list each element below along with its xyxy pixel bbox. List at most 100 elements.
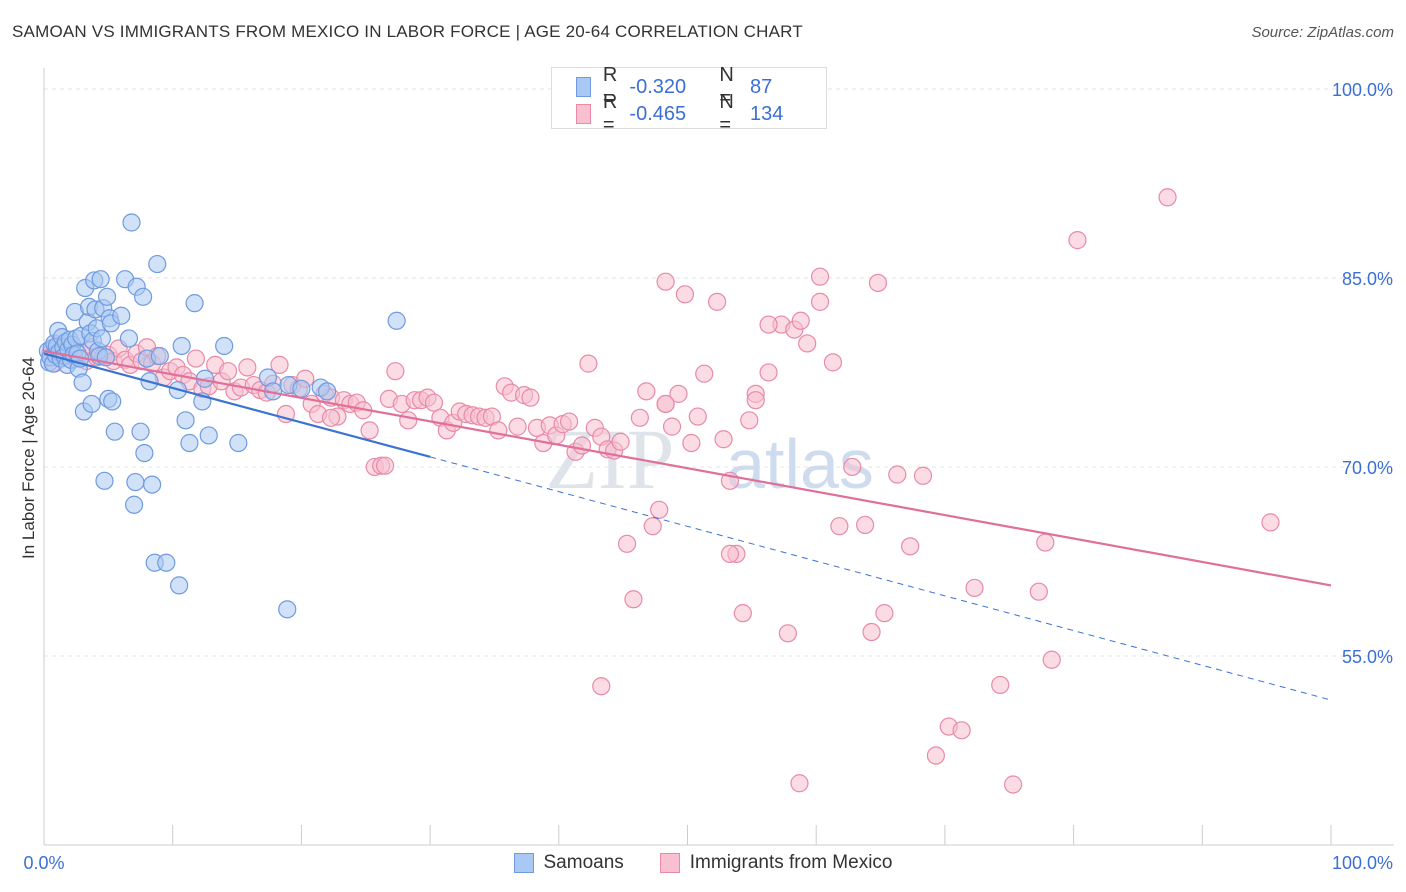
- trend-line-mexico: [43, 349, 1332, 587]
- point-mexico: [1029, 582, 1048, 601]
- point-mexico: [759, 363, 778, 382]
- point-mexico: [1158, 188, 1177, 207]
- point-mexico: [778, 624, 797, 643]
- point-samoans: [292, 379, 311, 398]
- point-samoans: [180, 433, 199, 453]
- point-samoans: [150, 346, 169, 366]
- series-samoans-points: [38, 213, 406, 619]
- point-mexico: [1261, 513, 1280, 532]
- legend-label-mexico: Immigrants from Mexico: [689, 852, 893, 873]
- point-mexico: [424, 393, 444, 412]
- point-mexico: [321, 408, 341, 427]
- point-mexico: [901, 537, 920, 556]
- point-samoans: [82, 394, 101, 414]
- legend-swatch-samoans: [576, 77, 591, 97]
- tick-labels: 55.0% 70.0% 85.0% 100.0% 0.0% 100.0%: [23, 80, 1393, 873]
- point-mexico: [559, 412, 579, 431]
- point-mexico: [798, 334, 817, 353]
- point-mexico: [270, 355, 289, 374]
- point-mexico: [521, 388, 540, 407]
- point-mexico: [399, 411, 418, 430]
- point-mexico: [1036, 533, 1055, 552]
- legend-item-samoans: Samoans: [513, 852, 624, 874]
- point-mexico: [656, 272, 675, 291]
- point-mexico: [695, 364, 714, 383]
- point-mexico: [965, 578, 984, 598]
- point-samoans: [119, 329, 139, 348]
- point-mexico: [656, 394, 675, 414]
- stats-legend: R = -0.320 N = 87 R = -0.465 N = 134: [551, 64, 827, 136]
- y-tick-label: 100.0%: [1332, 80, 1393, 100]
- legend-n-label: N =: [719, 64, 734, 109]
- point-mexico: [611, 432, 630, 451]
- legend-r-label: R =: [602, 64, 618, 109]
- point-mexico: [714, 430, 733, 449]
- point-mexico: [991, 675, 1010, 695]
- point-mexico: [592, 677, 611, 696]
- legend-row-samoans: R = -0.320 N = 87: [576, 64, 826, 109]
- point-mexico: [759, 315, 778, 334]
- point-mexico: [926, 746, 945, 765]
- point-mexico: [360, 421, 379, 440]
- point-samoans: [176, 411, 195, 430]
- point-mexico: [508, 417, 527, 436]
- source-credit: Source: ZipAtlas.com: [1251, 24, 1394, 41]
- point-mexico: [489, 421, 508, 440]
- point-mexico: [386, 362, 405, 381]
- point-samoans: [135, 443, 154, 463]
- legend-r-value-mexico: -0.465: [629, 102, 687, 125]
- point-samoans: [112, 306, 131, 325]
- legend-swatch-mexico: [576, 104, 591, 124]
- point-samoans: [170, 576, 189, 595]
- axes: [43, 68, 1394, 846]
- point-samoans: [95, 471, 114, 490]
- point-mexico: [1042, 650, 1061, 669]
- point-samoans: [131, 422, 150, 441]
- point-samoans: [103, 392, 122, 411]
- point-mexico: [650, 500, 669, 519]
- point-samoans: [278, 600, 297, 619]
- point-samoans: [97, 287, 117, 306]
- point-mexico: [669, 384, 688, 403]
- point-mexico: [875, 604, 894, 623]
- point-mexico: [572, 436, 592, 455]
- point-samoans: [73, 373, 92, 392]
- trend-line-samoans: [43, 352, 431, 458]
- point-mexico: [662, 417, 682, 436]
- legend-label-samoans: Samoans: [543, 852, 624, 873]
- point-mexico: [624, 590, 643, 609]
- point-mexico: [579, 354, 598, 373]
- point-samoans: [124, 495, 144, 514]
- point-samoans: [122, 213, 141, 232]
- point-mexico: [186, 349, 205, 368]
- point-samoans: [105, 422, 124, 441]
- y-tick-label: 70.0%: [1342, 458, 1393, 478]
- legend-n-label: N =: [719, 91, 734, 136]
- point-samoans: [126, 472, 145, 492]
- point-samoans: [157, 553, 176, 572]
- legend-n-value-mexico: 134: [749, 102, 784, 125]
- point-samoans: [215, 336, 234, 356]
- point-mexico: [238, 358, 257, 377]
- legend-row-mexico: R = -0.465 N = 134: [576, 91, 826, 136]
- point-mexico: [843, 457, 862, 477]
- y-tick-label: 85.0%: [1342, 269, 1393, 289]
- legend-swatch-samoans: [513, 853, 534, 873]
- legend-r-value-samoans: -0.320: [629, 75, 687, 98]
- point-mexico: [630, 408, 649, 427]
- point-mexico: [617, 534, 637, 553]
- chart-title: SAMOAN VS IMMIGRANTS FROM MEXICO IN LABO…: [12, 22, 803, 41]
- legend-item-mexico: Immigrants from Mexico: [659, 852, 893, 874]
- point-mexico: [708, 292, 727, 311]
- point-samoans: [229, 433, 248, 453]
- x-tick-label: 100.0%: [1332, 853, 1393, 873]
- legend-swatch-mexico: [659, 853, 680, 873]
- point-mexico: [790, 774, 809, 793]
- point-mexico: [952, 721, 971, 740]
- point-mexico: [888, 465, 907, 484]
- point-mexico: [791, 311, 810, 330]
- point-samoans: [318, 382, 337, 401]
- legend-n-value-samoans: 87: [749, 75, 773, 98]
- series-legend: Samoans Immigrants from Mexico: [0, 852, 1406, 874]
